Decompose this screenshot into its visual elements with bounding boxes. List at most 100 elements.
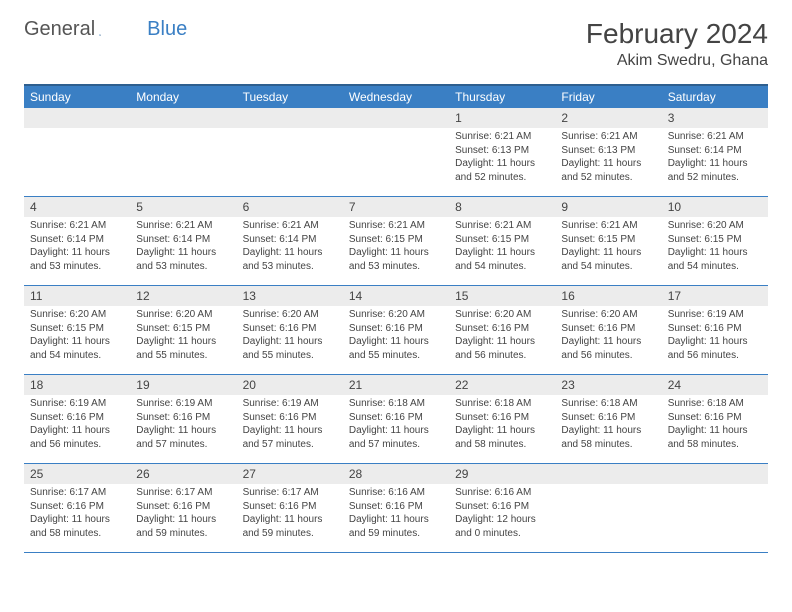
day-number bbox=[130, 108, 236, 114]
day-number: 14 bbox=[343, 286, 449, 306]
sunrise-text: Sunrise: 6:19 AM bbox=[136, 397, 230, 411]
calendar-table: SundayMondayTuesdayWednesdayThursdayFrid… bbox=[24, 84, 768, 553]
sunset-text: Sunset: 6:15 PM bbox=[561, 233, 655, 247]
daylight-text: Daylight: 11 hours and 54 minutes. bbox=[30, 335, 124, 362]
daylight-text: Daylight: 11 hours and 53 minutes. bbox=[30, 246, 124, 273]
day-number bbox=[24, 108, 130, 114]
sunset-text: Sunset: 6:15 PM bbox=[349, 233, 443, 247]
daynum-cell: 17 bbox=[662, 286, 768, 307]
day-content: Sunrise: 6:21 AMSunset: 6:13 PMDaylight:… bbox=[555, 128, 661, 196]
day-number: 2 bbox=[555, 108, 661, 128]
day-content bbox=[343, 128, 449, 196]
sunrise-text: Sunrise: 6:21 AM bbox=[561, 219, 655, 233]
sunset-text: Sunset: 6:14 PM bbox=[30, 233, 124, 247]
day-cell: Sunrise: 6:19 AMSunset: 6:16 PMDaylight:… bbox=[24, 395, 130, 464]
day-content: Sunrise: 6:21 AMSunset: 6:14 PMDaylight:… bbox=[24, 217, 130, 285]
daylight-text: Daylight: 11 hours and 55 minutes. bbox=[136, 335, 230, 362]
daynum-cell bbox=[24, 108, 130, 128]
sunrise-text: Sunrise: 6:19 AM bbox=[30, 397, 124, 411]
day-number bbox=[662, 464, 768, 470]
daynum-cell: 27 bbox=[237, 464, 343, 485]
daynum-cell: 18 bbox=[24, 375, 130, 396]
sunset-text: Sunset: 6:16 PM bbox=[243, 500, 337, 514]
day-number: 26 bbox=[130, 464, 236, 484]
day-cell: Sunrise: 6:21 AMSunset: 6:14 PMDaylight:… bbox=[237, 217, 343, 286]
sunrise-text: Sunrise: 6:20 AM bbox=[561, 308, 655, 322]
daylight-text: Daylight: 11 hours and 54 minutes. bbox=[668, 246, 762, 273]
day-content: Sunrise: 6:21 AMSunset: 6:15 PMDaylight:… bbox=[449, 217, 555, 285]
daynum-cell: 22 bbox=[449, 375, 555, 396]
sunset-text: Sunset: 6:15 PM bbox=[455, 233, 549, 247]
day-cell: Sunrise: 6:19 AMSunset: 6:16 PMDaylight:… bbox=[662, 306, 768, 375]
day-number: 21 bbox=[343, 375, 449, 395]
daynum-cell: 29 bbox=[449, 464, 555, 485]
daynum-cell: 1 bbox=[449, 108, 555, 128]
daylight-text: Daylight: 11 hours and 59 minutes. bbox=[243, 513, 337, 540]
daycontent-row: Sunrise: 6:21 AMSunset: 6:13 PMDaylight:… bbox=[24, 128, 768, 197]
day-number: 9 bbox=[555, 197, 661, 217]
sunset-text: Sunset: 6:15 PM bbox=[30, 322, 124, 336]
day-number: 6 bbox=[237, 197, 343, 217]
daylight-text: Daylight: 11 hours and 58 minutes. bbox=[455, 424, 549, 451]
day-cell: Sunrise: 6:21 AMSunset: 6:14 PMDaylight:… bbox=[24, 217, 130, 286]
daycontent-row: Sunrise: 6:21 AMSunset: 6:14 PMDaylight:… bbox=[24, 217, 768, 286]
logo-text-general: General bbox=[24, 18, 95, 41]
sunrise-text: Sunrise: 6:19 AM bbox=[243, 397, 337, 411]
daynum-cell: 21 bbox=[343, 375, 449, 396]
sunrise-text: Sunrise: 6:20 AM bbox=[455, 308, 549, 322]
daylight-text: Daylight: 11 hours and 58 minutes. bbox=[561, 424, 655, 451]
daylight-text: Daylight: 11 hours and 59 minutes. bbox=[349, 513, 443, 540]
day-number: 27 bbox=[237, 464, 343, 484]
day-cell: Sunrise: 6:17 AMSunset: 6:16 PMDaylight:… bbox=[237, 484, 343, 553]
day-content: Sunrise: 6:17 AMSunset: 6:16 PMDaylight:… bbox=[237, 484, 343, 552]
day-content: Sunrise: 6:18 AMSunset: 6:16 PMDaylight:… bbox=[662, 395, 768, 463]
day-cell: Sunrise: 6:21 AMSunset: 6:13 PMDaylight:… bbox=[555, 128, 661, 197]
daynum-row: 123 bbox=[24, 108, 768, 128]
logo-text-blue: Blue bbox=[147, 18, 187, 41]
day-content: Sunrise: 6:20 AMSunset: 6:16 PMDaylight:… bbox=[555, 306, 661, 374]
daynum-cell bbox=[130, 108, 236, 128]
daylight-text: Daylight: 11 hours and 58 minutes. bbox=[668, 424, 762, 451]
sunset-text: Sunset: 6:16 PM bbox=[136, 500, 230, 514]
day-cell: Sunrise: 6:20 AMSunset: 6:15 PMDaylight:… bbox=[130, 306, 236, 375]
day-cell: Sunrise: 6:16 AMSunset: 6:16 PMDaylight:… bbox=[449, 484, 555, 553]
sunset-text: Sunset: 6:16 PM bbox=[668, 322, 762, 336]
day-cell bbox=[237, 128, 343, 197]
day-cell: Sunrise: 6:18 AMSunset: 6:16 PMDaylight:… bbox=[555, 395, 661, 464]
day-number: 23 bbox=[555, 375, 661, 395]
daynum-cell: 23 bbox=[555, 375, 661, 396]
daylight-text: Daylight: 11 hours and 55 minutes. bbox=[349, 335, 443, 362]
day-cell bbox=[24, 128, 130, 197]
sunrise-text: Sunrise: 6:20 AM bbox=[136, 308, 230, 322]
day-number: 11 bbox=[24, 286, 130, 306]
sunrise-text: Sunrise: 6:20 AM bbox=[30, 308, 124, 322]
day-content: Sunrise: 6:21 AMSunset: 6:14 PMDaylight:… bbox=[662, 128, 768, 196]
day-cell: Sunrise: 6:20 AMSunset: 6:16 PMDaylight:… bbox=[237, 306, 343, 375]
day-cell: Sunrise: 6:20 AMSunset: 6:15 PMDaylight:… bbox=[662, 217, 768, 286]
day-number: 16 bbox=[555, 286, 661, 306]
daylight-text: Daylight: 11 hours and 57 minutes. bbox=[136, 424, 230, 451]
day-content bbox=[130, 128, 236, 196]
sunset-text: Sunset: 6:16 PM bbox=[243, 322, 337, 336]
dayname-saturday: Saturday bbox=[662, 85, 768, 108]
daynum-cell: 20 bbox=[237, 375, 343, 396]
daynum-cell: 13 bbox=[237, 286, 343, 307]
day-number: 7 bbox=[343, 197, 449, 217]
sunrise-text: Sunrise: 6:21 AM bbox=[455, 130, 549, 144]
sunset-text: Sunset: 6:15 PM bbox=[668, 233, 762, 247]
daylight-text: Daylight: 11 hours and 53 minutes. bbox=[136, 246, 230, 273]
sunset-text: Sunset: 6:14 PM bbox=[136, 233, 230, 247]
dayname-friday: Friday bbox=[555, 85, 661, 108]
sunset-text: Sunset: 6:14 PM bbox=[668, 144, 762, 158]
header: General Blue February 2024 Akim Swedru, … bbox=[24, 18, 768, 70]
daynum-cell: 8 bbox=[449, 197, 555, 218]
daylight-text: Daylight: 11 hours and 52 minutes. bbox=[561, 157, 655, 184]
sunrise-text: Sunrise: 6:17 AM bbox=[243, 486, 337, 500]
day-content bbox=[237, 128, 343, 196]
day-number: 12 bbox=[130, 286, 236, 306]
sunrise-text: Sunrise: 6:21 AM bbox=[455, 219, 549, 233]
day-content: Sunrise: 6:20 AMSunset: 6:15 PMDaylight:… bbox=[24, 306, 130, 374]
day-cell: Sunrise: 6:21 AMSunset: 6:13 PMDaylight:… bbox=[449, 128, 555, 197]
day-cell: Sunrise: 6:21 AMSunset: 6:15 PMDaylight:… bbox=[449, 217, 555, 286]
sunset-text: Sunset: 6:16 PM bbox=[30, 411, 124, 425]
